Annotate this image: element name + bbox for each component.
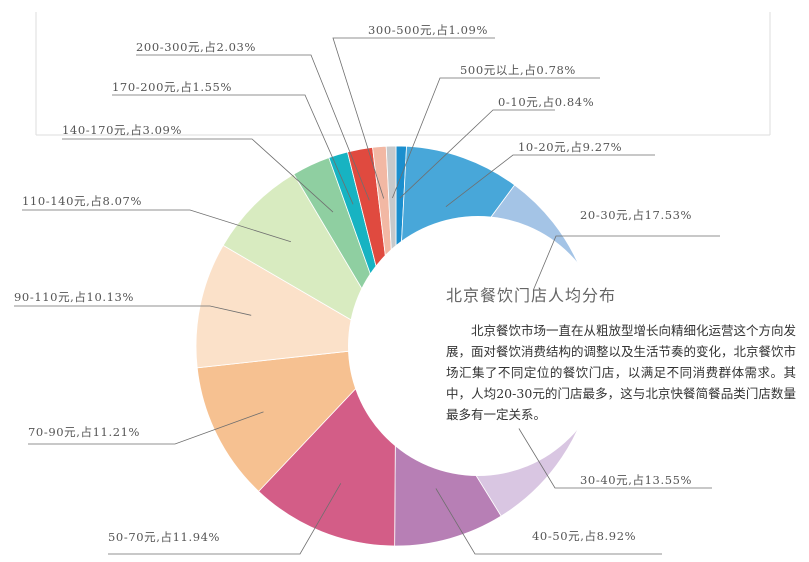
slice-label: 0-10元,占0.84% — [498, 95, 594, 109]
leader-line — [108, 483, 342, 555]
slice-label: 30-40元,占13.55% — [580, 473, 692, 487]
slice-label: 170-200元,占1.55% — [112, 80, 232, 94]
slice-label: 110-140元,占8.07% — [22, 194, 142, 208]
slice-labels: 0-10元,占0.84% 10-20元,占9.27% 20-30元,占17.53% 3… — [14, 23, 692, 544]
leader-lines — [14, 37, 720, 555]
slice-label: 300-500元,占1.09% — [368, 23, 488, 37]
slice-label: 200-300元,占2.03% — [136, 40, 256, 54]
slice-label: 140-170元,占3.09% — [62, 123, 182, 137]
slice-label: 10-20元,占9.27% — [518, 140, 622, 154]
chart-title: 北京餐饮门店人均分布 — [446, 286, 617, 305]
donut-hole — [348, 216, 608, 476]
slice-label: 90-110元,占10.13% — [14, 290, 134, 304]
slice-label: 40-50元,占8.92% — [532, 529, 636, 543]
slice-label: 500元以上,占0.78% — [460, 63, 576, 77]
chart-description: 北京餐饮市场一直在从粗放型增长向精细化运营这个方向发展，面对餐饮消费结构的调整以… — [446, 323, 797, 422]
slice-label: 20-30元,占17.53% — [580, 208, 692, 222]
leader-line — [62, 138, 334, 213]
leader-line — [518, 428, 712, 489]
slice-label: 50-70元,占11.94% — [108, 530, 220, 544]
leader-line — [22, 209, 292, 243]
leader-line — [28, 411, 264, 445]
leader-line — [136, 54, 370, 201]
header-frame — [35, 12, 771, 136]
leader-line — [392, 77, 600, 199]
leader-line — [399, 109, 555, 199]
leader-line — [435, 488, 662, 555]
leader-line — [532, 235, 720, 291]
pie-slice-90-110元 — [195, 244, 398, 369]
leader-line — [14, 305, 252, 316]
leader-line — [332, 37, 495, 199]
pie-slice-70-90元 — [196, 345, 398, 492]
slice-label: 70-90元,占11.21% — [28, 425, 140, 439]
leader-line — [445, 154, 655, 208]
leader-line — [112, 94, 354, 205]
